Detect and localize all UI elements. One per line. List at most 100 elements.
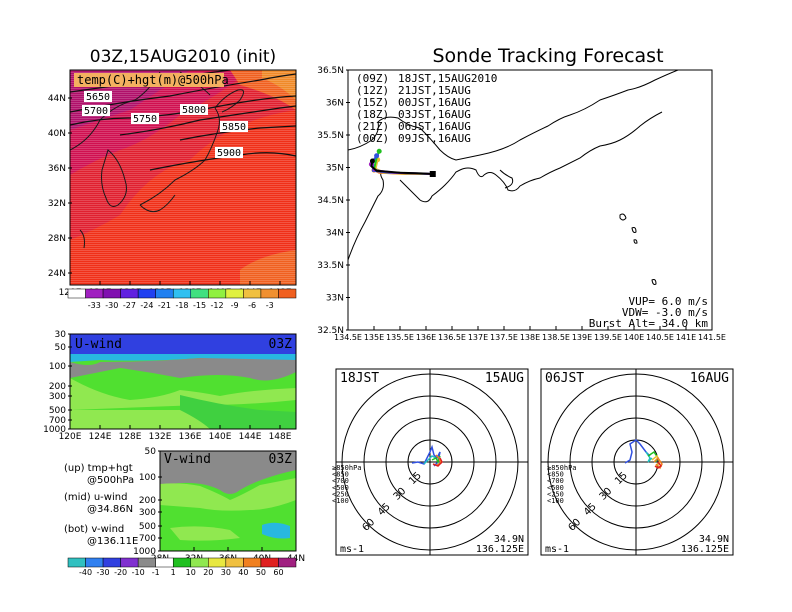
colorbar-label: 50 xyxy=(256,568,266,577)
colorbar-swatch xyxy=(172,557,192,568)
note-line: @500hPa xyxy=(87,475,134,486)
level-legend-item: <700 xyxy=(332,477,349,485)
level-legend-item: <250 xyxy=(332,490,349,498)
legend-text: 21JST,15AUG xyxy=(398,84,471,97)
colorbar-swatch xyxy=(172,288,192,299)
y-tick-label: 35.5N xyxy=(317,131,344,141)
legend-text: 18JST,15AUG2010 xyxy=(398,72,497,85)
ring-label: 15 xyxy=(407,470,424,487)
contour-label: 5750 xyxy=(133,114,157,125)
colorbar-label: -33 xyxy=(88,301,101,310)
colorbar-swatch xyxy=(137,557,156,568)
level-legend-item: <850 xyxy=(332,471,349,479)
colorbar-swatch xyxy=(190,557,209,568)
burst-alt-param: Burst Alt= 34.0 km xyxy=(589,317,709,330)
x-tick-label: 139.5E xyxy=(594,333,622,342)
hodograph-trace xyxy=(423,455,437,465)
colorbar-label: -6 xyxy=(248,301,256,310)
colorbar-swatch xyxy=(120,557,139,568)
level-legend-item: <850 xyxy=(547,471,564,479)
y-tick-label: 36N xyxy=(326,99,344,109)
colorbar-label: 10 xyxy=(186,568,196,577)
hodo-time: 18JST xyxy=(340,371,379,386)
level-legend-item: <100 xyxy=(547,497,564,505)
colorbar-label: -15 xyxy=(193,301,206,310)
island xyxy=(631,227,637,233)
colorbar-swatch xyxy=(278,288,297,299)
x-tick-label: 140E xyxy=(624,333,644,342)
coastline xyxy=(348,70,679,161)
y-tick-label: 500 xyxy=(49,406,66,416)
note-line: (mid) u-wind xyxy=(64,492,127,503)
contour-label: 5800 xyxy=(182,105,206,116)
track-x-axis: 134.5E 135E 135.5E 136E 136.5E 137E 137.5E 138E… xyxy=(334,326,726,342)
colorbar-label: -21 xyxy=(158,301,171,310)
legend-code: (12Z) xyxy=(356,84,389,97)
y-tick-label: 40N xyxy=(48,129,66,139)
legend-code: (00Z) xyxy=(356,132,389,145)
x-tick-label: 136.5E xyxy=(438,333,466,342)
colorbar-label: 1 xyxy=(171,568,176,577)
colorbar-swatch xyxy=(137,288,156,299)
top-map-y-axis: 44N 40N 36N 32N 28N 24N xyxy=(48,94,72,279)
colorbar-label: -10 xyxy=(132,568,145,577)
y-tick-label: 200 xyxy=(139,496,156,506)
colorbar-swatch xyxy=(208,557,227,568)
v-wind-time: 03Z xyxy=(269,452,293,467)
colorbar-swatch xyxy=(225,557,244,568)
legend-text: 09JST,16AUG xyxy=(398,132,471,145)
track-y-axis: 36.5N 36N 35.5N 35N 34.5N 34N 33.5N 33N 32.5N xyxy=(317,66,350,336)
hodograph-right: 06JST 16AUG 34.9N 136.125E ms-1 ≥850hPa<… xyxy=(540,368,734,556)
colorbar-swatch xyxy=(190,288,209,299)
ring-label: 30 xyxy=(598,486,615,503)
temperature-colorbar: -33 -30 -27 -24 -21 -18 -15 -12 -9 -6 -3 xyxy=(67,288,297,310)
contour-label: 5900 xyxy=(217,148,241,159)
x-tick-label: 128E xyxy=(119,432,142,442)
y-tick-label: 100 xyxy=(139,473,156,483)
y-tick-label: 34.5N xyxy=(317,196,344,206)
temp-height-map: temp(C)+hgt(m)@500hPa 5650 5700 5750 580… xyxy=(48,69,297,298)
hodo-unit: ms-1 xyxy=(340,544,364,555)
y-tick-label: 1000 xyxy=(133,547,156,557)
x-tick-label: 141E xyxy=(676,333,696,342)
y-tick-label: 50 xyxy=(55,343,67,353)
legend-text: 06JST,16AUG xyxy=(398,120,471,133)
x-tick-label: 137E xyxy=(468,333,488,342)
colorbar-label: 60 xyxy=(273,568,283,577)
x-tick-label: 134.5E xyxy=(334,333,362,342)
level-legend-item: <500 xyxy=(547,484,564,492)
colorbar-label: 20 xyxy=(203,568,213,577)
hodo-time: 06JST xyxy=(545,371,584,386)
hodo-lon: 136.125E xyxy=(476,544,524,555)
y-tick-label: 34N xyxy=(326,229,344,239)
colorbar-label: 40 xyxy=(238,568,248,577)
note-line: @136.11E xyxy=(87,536,138,547)
panel-notes: (up) tmp+hgt @500hPa (mid) u-wind @34.86… xyxy=(64,463,138,547)
note-line: (up) tmp+hgt xyxy=(64,463,133,474)
level-legend-item: <250 xyxy=(547,490,564,498)
launch-site-marker xyxy=(429,171,436,177)
hodo-lon: 136.125E xyxy=(681,544,729,555)
colorbar-label: -1 xyxy=(152,568,160,577)
x-tick-label: 137.5E xyxy=(490,333,518,342)
track-legend: (09Z) 18JST,15AUG2010 (12Z) 21JST,15AUG (15Z… xyxy=(356,72,497,145)
x-tick-label: 136E xyxy=(416,333,436,342)
wind-colorbar: -40 -30 -20 -10 -1 1 10 20 30 40 50 60 xyxy=(67,557,297,577)
coastline xyxy=(399,111,663,203)
colorbar-swatch xyxy=(260,557,279,568)
colorbar-label: -18 xyxy=(175,301,188,310)
level-legend-item: <100 xyxy=(332,497,349,505)
island xyxy=(633,239,638,244)
y-tick-label: 35N xyxy=(326,164,344,174)
legend-code: (21Z) xyxy=(356,120,389,133)
hodo-date: 16AUG xyxy=(690,371,729,386)
note-line: @34.86N xyxy=(87,504,133,515)
x-tick-label: 132E xyxy=(149,432,172,442)
y-tick-label: 500 xyxy=(139,522,156,532)
u-wind-x-axis: 120E 124E 128E 132E 136E 140E 144E 148E xyxy=(59,425,292,442)
x-tick-label: 120E xyxy=(59,432,82,442)
colorbar-label: -40 xyxy=(79,568,92,577)
